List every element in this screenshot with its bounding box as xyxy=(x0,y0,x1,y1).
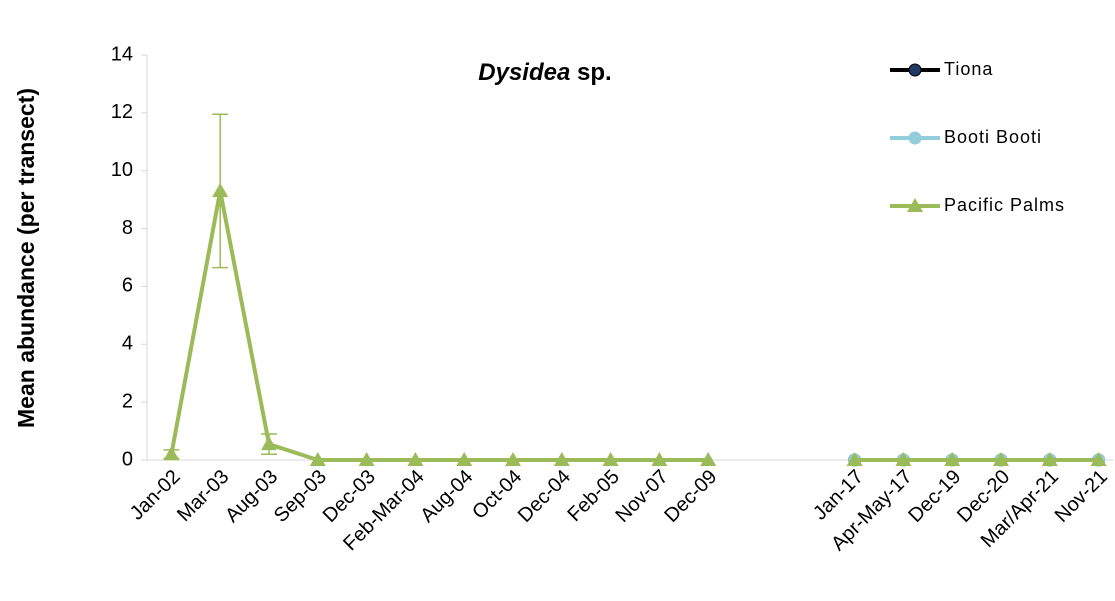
x-tick-label: Aug-04 xyxy=(416,466,477,527)
x-tick-label: Nov-21 xyxy=(1051,466,1112,527)
data-point xyxy=(505,452,521,466)
y-tick-label: 4 xyxy=(122,333,133,355)
legend-label: Tiona xyxy=(944,59,993,79)
y-tick-label: 6 xyxy=(122,275,133,297)
legend-marker xyxy=(908,63,922,77)
data-point xyxy=(993,452,1009,466)
x-tick-label: Dec-09 xyxy=(660,466,721,527)
data-point xyxy=(651,452,668,466)
data-point xyxy=(846,452,863,466)
legend-label: Pacific Palms xyxy=(944,195,1065,215)
x-tick-label: Dec-04 xyxy=(514,466,575,527)
y-axis-label: Mean abundance (per transect) xyxy=(13,88,39,428)
x-tick-label: Aug-03 xyxy=(221,466,282,527)
data-point xyxy=(1041,452,1058,466)
x-tick-label: Jan-02 xyxy=(126,466,185,525)
data-point xyxy=(456,452,473,466)
y-tick-label: 12 xyxy=(111,101,133,123)
data-point xyxy=(602,452,619,466)
data-point xyxy=(309,452,326,466)
title-rest: sp. xyxy=(577,59,612,86)
data-point xyxy=(553,452,570,466)
data-point xyxy=(944,452,961,466)
y-tick-label: 10 xyxy=(111,159,133,181)
y-tick-label: 2 xyxy=(122,390,133,412)
data-point xyxy=(700,452,717,466)
legend-marker xyxy=(908,131,922,145)
chart-title: Dysidea sp. xyxy=(478,59,611,86)
x-tick-label: Nov-07 xyxy=(612,466,673,527)
data-point xyxy=(895,452,912,466)
legend-marker xyxy=(907,198,923,212)
x-tick-label: Mar-03 xyxy=(173,466,233,526)
title-genus: Dysidea xyxy=(478,59,570,86)
series-line xyxy=(169,188,1099,462)
y-tick-label: 8 xyxy=(122,217,133,239)
data-point xyxy=(358,452,375,466)
data-point xyxy=(261,436,277,451)
x-tick-label: Dec-19 xyxy=(904,466,965,527)
data-point xyxy=(407,452,424,466)
legend-label: Booti Booti xyxy=(944,127,1042,147)
y-tick-label: 0 xyxy=(122,448,133,470)
data-point xyxy=(212,182,229,197)
y-tick-label: 14 xyxy=(111,43,133,65)
data-point xyxy=(1090,452,1107,466)
x-tick-label: Feb-05 xyxy=(564,466,624,526)
x-tick-label: Sep-03 xyxy=(270,466,331,527)
data-point xyxy=(163,446,180,461)
